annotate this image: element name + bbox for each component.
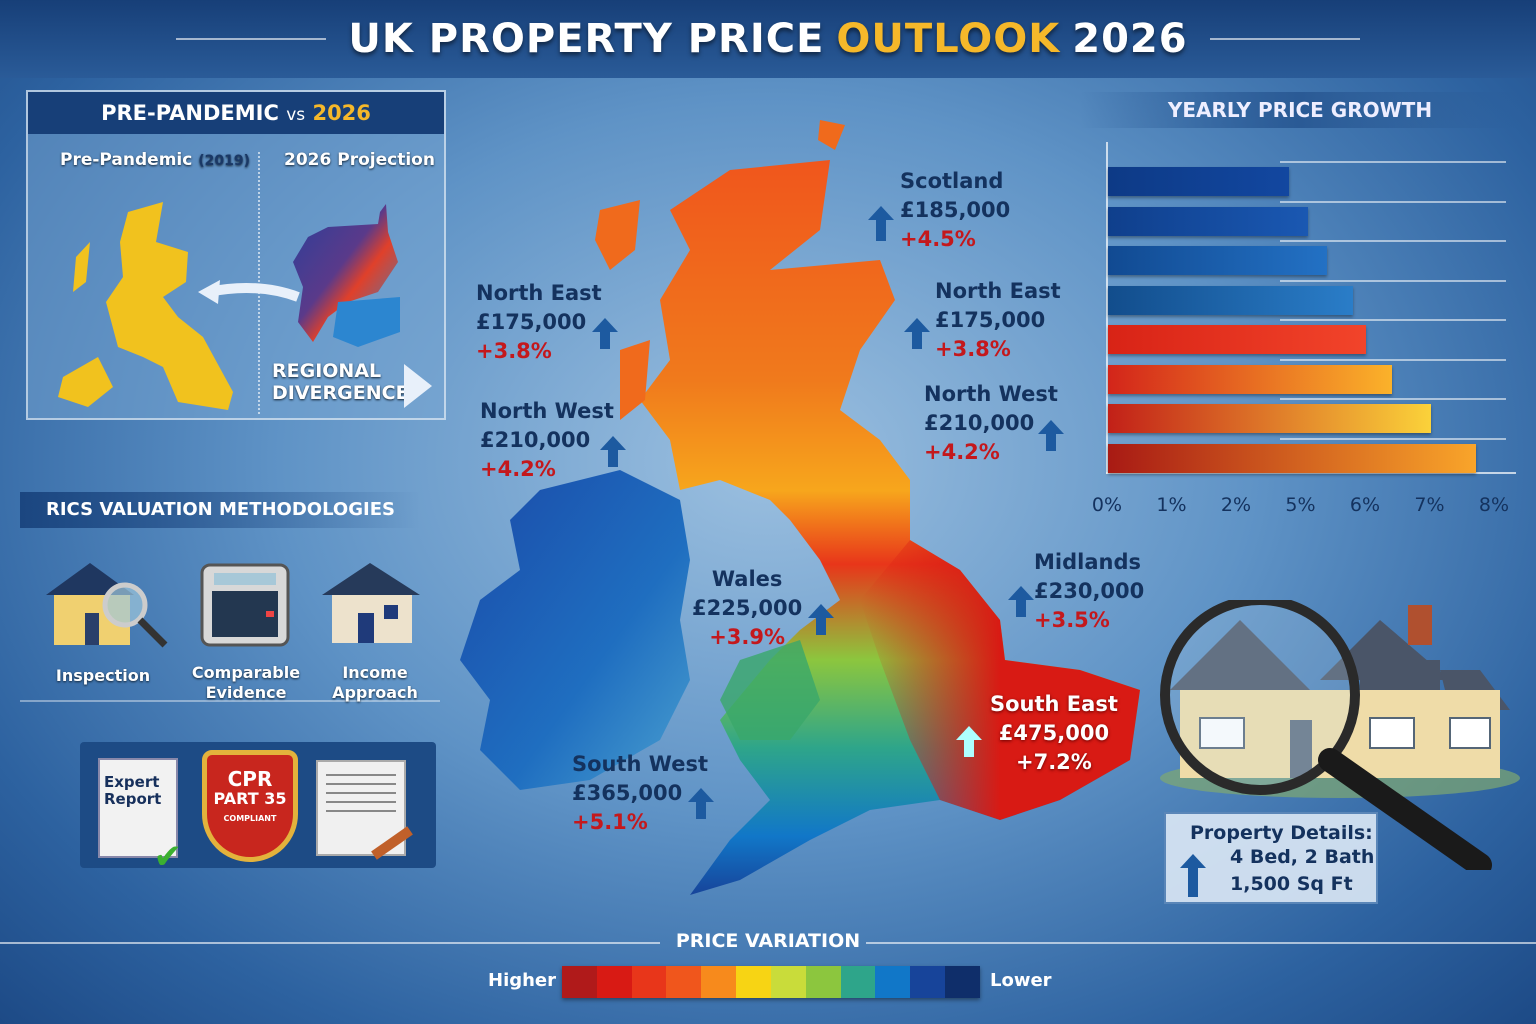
play-arrow-icon — [404, 364, 432, 408]
heading-vs: vs — [286, 105, 306, 125]
pre-pandemic-map — [58, 202, 233, 410]
label-north-west-left: North West £210,000 +4.2% — [480, 399, 614, 481]
legal-document-gavel-icon — [316, 760, 413, 860]
property-heading: Property Details: — [1190, 822, 1373, 844]
legend-swatch — [945, 966, 980, 998]
chart-title: YEARLY PRICE GROWTH — [1080, 92, 1520, 128]
method-inspection: Inspection — [55, 666, 151, 685]
house-magnifier-icon — [46, 563, 168, 648]
scottish-isles — [595, 120, 845, 420]
x-tick-label: 1% — [1156, 494, 1187, 516]
gridline — [1280, 240, 1506, 242]
x-tick-label: 6% — [1349, 494, 1381, 516]
price-variation-scale — [562, 966, 980, 998]
legend-swatch — [562, 966, 597, 998]
method-icons — [46, 563, 420, 648]
page-title: UK PROPERTY PRICE OUTLOOK 2026 — [0, 0, 1536, 78]
arrow-left-icon — [207, 283, 300, 302]
label-north-east-left: North East £175,000 +3.8% — [476, 281, 602, 363]
divider — [1209, 38, 1360, 40]
legend-swatch — [770, 966, 806, 998]
legend-swatch — [840, 966, 876, 998]
gridline — [1280, 398, 1506, 400]
title-main: UK PROPERTY PRICE — [348, 16, 825, 62]
cpr-part-35-badge: CPR PART 35 COMPLIANT — [202, 750, 298, 862]
label-north-east-right: North East £175,000 +3.8% — [935, 279, 1061, 361]
label-scotland: Scotland £185,000 +4.5% — [900, 169, 1011, 251]
house-icon — [322, 563, 420, 643]
x-tick-label: 8% — [1478, 494, 1510, 516]
rics-heading: RICS VALUATION METHODOLOGIES — [20, 492, 420, 528]
house-magnifier-illustration — [1160, 600, 1520, 870]
regional-divergence-callout: REGIONAL DIVERGENCE — [272, 360, 409, 404]
method-comparable-evidence: Comparable Evidence — [191, 663, 301, 702]
expert-report-icon: Expert Report ✔ — [98, 758, 182, 874]
legend-swatch — [631, 966, 667, 998]
label-wales: Wales £225,000 +3.9% — [692, 567, 803, 649]
mini-maps — [58, 202, 400, 410]
legend-swatch — [736, 966, 771, 998]
legend-swatch — [910, 966, 946, 998]
gridline — [1280, 319, 1506, 321]
x-axis — [1106, 472, 1516, 474]
calculator-icon — [200, 563, 290, 647]
x-tick-label: 2% — [1220, 494, 1252, 516]
projection-label: 2026 Projection — [284, 150, 435, 170]
label-north-west-right: North West £210,000 +4.2% — [924, 382, 1058, 464]
checkmark-icon: ✔ — [153, 837, 183, 877]
legend-title: PRICE VARIATION — [675, 930, 861, 952]
legend-swatch — [875, 966, 911, 998]
projection-map — [293, 204, 398, 342]
method-income-approach: Income Approach — [332, 663, 418, 702]
gridline — [1280, 200, 1506, 203]
divider — [0, 942, 660, 944]
uk-map — [460, 120, 1140, 895]
divider — [20, 700, 440, 702]
comparison-heading: PRE-PANDEMIC vs 2026 — [28, 92, 444, 134]
x-tick-label: 7% — [1414, 494, 1445, 516]
heading-b: 2026 — [312, 101, 371, 125]
wales-region — [720, 640, 820, 740]
property-beds-baths: 4 Bed, 2 Bath — [1230, 846, 1375, 868]
legend-low-label: Lower — [990, 970, 1052, 991]
gridline — [1280, 161, 1506, 163]
title-accent: OUTLOOK — [836, 16, 1061, 62]
legend-swatch — [666, 966, 702, 998]
legend-swatch — [701, 966, 737, 998]
heading-a: PRE-PANDEMIC — [101, 101, 279, 125]
divider — [866, 942, 1536, 944]
bar — [1108, 443, 1476, 473]
pre-pandemic-label: Pre-Pandemic (2019) — [60, 150, 251, 170]
comparison-panel: PRE-PANDEMIC vs 2026 Pre-Pandemic (2019)… — [26, 90, 446, 420]
gridline — [1280, 279, 1506, 282]
documents-panel: Expert Report ✔ CPR PART 35 COMPLIANT — [80, 742, 436, 874]
x-tick-label: 5% — [1285, 494, 1316, 516]
ireland-region — [460, 470, 690, 790]
gridline — [1280, 358, 1506, 361]
legend-swatch — [596, 966, 632, 998]
label-south-west: South West £365,000 +5.1% — [572, 752, 708, 834]
divider — [258, 152, 260, 414]
south-east-region — [860, 540, 1140, 820]
label-south-east: South East £475,000 +7.2% — [990, 692, 1118, 774]
legend-swatch — [805, 966, 841, 998]
title-year: 2026 — [1072, 16, 1188, 62]
divider — [176, 38, 327, 40]
label-midlands: Midlands £230,000 +3.5% — [1034, 550, 1145, 632]
magnifier-icon — [1160, 600, 1360, 795]
property-area: 1,500 Sq Ft — [1230, 873, 1353, 895]
legend-high-label: Higher — [488, 970, 557, 991]
property-details-box: Property Details: 4 Bed, 2 Bath 1,500 Sq… — [1164, 812, 1378, 904]
gridline — [1280, 437, 1506, 440]
